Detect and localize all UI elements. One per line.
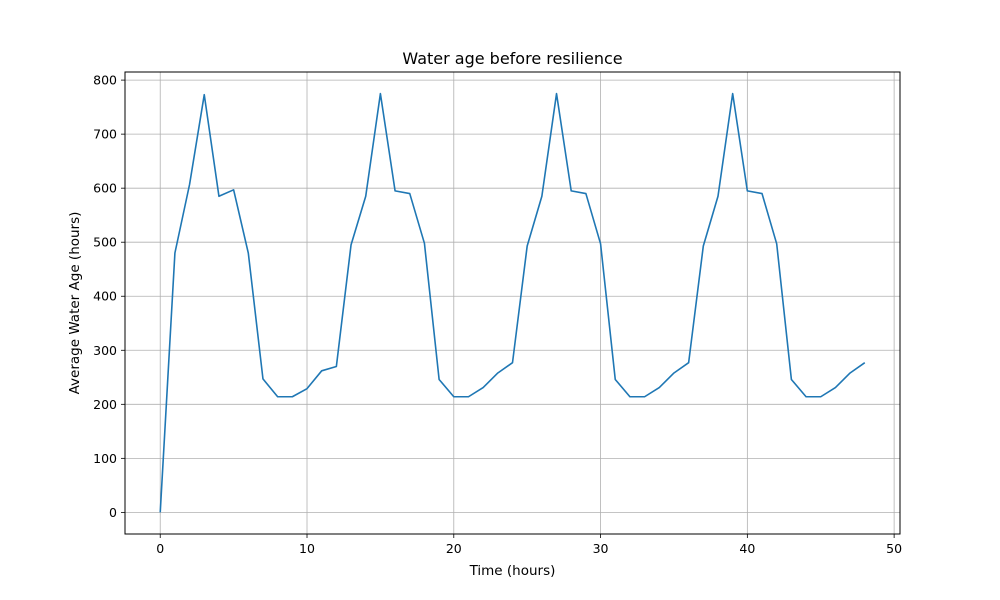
- y-tick-label: 400: [93, 289, 117, 304]
- data-point: [482, 387, 484, 389]
- data-point: [174, 252, 176, 254]
- x-tick-label: 40: [739, 541, 755, 556]
- data-point: [791, 379, 793, 381]
- x-tick-label: 20: [446, 541, 462, 556]
- data-point: [732, 93, 734, 95]
- data-point: [277, 396, 279, 398]
- data-point: [526, 245, 528, 247]
- data-point: [321, 370, 323, 372]
- x-axis-label: Time (hours): [469, 563, 556, 579]
- y-tick-label: 0: [109, 505, 117, 520]
- series-line: [159, 92, 866, 513]
- data-point: [336, 366, 338, 368]
- data-point: [658, 387, 660, 389]
- data-point: [189, 184, 191, 186]
- data-point: [644, 396, 646, 398]
- data-point: [365, 195, 367, 197]
- data-point: [570, 190, 572, 192]
- y-tick-label: 600: [93, 181, 117, 196]
- data-point: [380, 93, 382, 95]
- x-tick-label: 10: [299, 541, 315, 556]
- y-tick-label: 700: [93, 127, 117, 142]
- data-point: [453, 396, 455, 398]
- data-point: [805, 396, 807, 398]
- plot-frame: [124, 71, 901, 535]
- data-point: [159, 512, 161, 514]
- data-point: [292, 396, 294, 398]
- y-axis-label: Average Water Age (hours): [67, 212, 83, 395]
- data-point: [262, 378, 264, 380]
- data-point: [409, 193, 411, 195]
- data-point: [703, 245, 705, 247]
- data-point: [306, 388, 308, 390]
- data-point: [629, 396, 631, 398]
- chart-title: Water age before resilience: [402, 49, 622, 68]
- data-point: [600, 243, 602, 245]
- data-point: [864, 362, 866, 364]
- data-point: [203, 94, 205, 96]
- data-point: [835, 387, 837, 389]
- x-tick-label: 30: [593, 541, 609, 556]
- data-point: [849, 372, 851, 374]
- x-tick-label: 0: [156, 541, 164, 556]
- y-tick-label: 800: [93, 73, 117, 88]
- data-point: [556, 93, 558, 95]
- data-point: [350, 244, 352, 246]
- data-point: [717, 195, 719, 197]
- data-point: [614, 379, 616, 381]
- data-point: [424, 242, 426, 244]
- data-point: [747, 190, 749, 192]
- data-point: [497, 372, 499, 374]
- y-tick-label: 500: [93, 235, 117, 250]
- data-point: [776, 243, 778, 245]
- data-point: [585, 193, 587, 195]
- grid-lines: [125, 72, 900, 534]
- data-point: [218, 195, 220, 197]
- data-point: [512, 362, 514, 364]
- x-tick-label: 50: [886, 541, 902, 556]
- y-tick-label: 300: [93, 343, 117, 358]
- y-tick-label: 100: [93, 451, 117, 466]
- data-point: [438, 379, 440, 381]
- y-tick-label: 200: [93, 397, 117, 412]
- data-point: [541, 195, 543, 197]
- data-point: [247, 252, 249, 254]
- data-point: [820, 396, 822, 398]
- data-point: [394, 190, 396, 192]
- data-point: [673, 372, 675, 374]
- data-point: [468, 396, 470, 398]
- data-point: [688, 362, 690, 364]
- data-point: [233, 189, 235, 191]
- series-layer: [159, 92, 866, 514]
- data-point: [761, 193, 763, 195]
